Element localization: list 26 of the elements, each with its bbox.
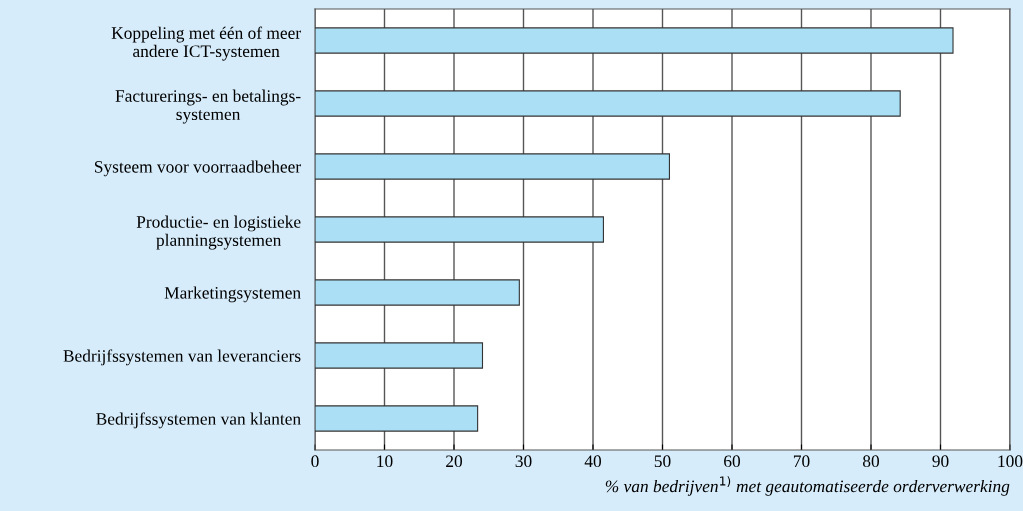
- x-tick-label: 50: [654, 455, 671, 468]
- y-tick-label: Koppeling met één of meer andere ICT-systemen: [111, 26, 301, 61]
- x-tick-label: 90: [932, 455, 949, 468]
- bar: [315, 279, 520, 306]
- x-tick-label: 20: [446, 455, 463, 468]
- bar: [315, 27, 954, 54]
- x-tick-label: 0: [311, 455, 319, 468]
- x-tick-label: 80: [862, 455, 880, 468]
- bar: [315, 342, 484, 369]
- bar: [315, 405, 479, 432]
- bar: [315, 153, 671, 180]
- x-axis-title: % van bedrijven$^{1)}$ met geautomatiseerde orderverwerking: [605, 476, 1010, 496]
- y-tick-label: Systeem voor voorraadbeheer: [94, 160, 301, 177]
- x-tick-label: 40: [584, 455, 602, 468]
- bar: [315, 216, 604, 243]
- x-tick-label: 30: [515, 455, 532, 468]
- x-tick-label: 60: [724, 455, 741, 468]
- y-tick-label: Bedrijfssystemen van klanten: [96, 412, 301, 429]
- bar: [315, 90, 901, 117]
- y-tick-label: Productie- en logistieke planningsystemen: [136, 215, 301, 250]
- y-tick-label: Facturerings- en betalings- systemen: [115, 89, 301, 124]
- x-tick-label: 100: [998, 455, 1023, 468]
- x-tick-label: 70: [793, 455, 810, 468]
- y-tick-label: Marketingsystemen: [164, 286, 301, 303]
- x-tick-label: 10: [377, 455, 393, 468]
- y-tick-label: Bedrijfssystemen van leveranciers: [63, 349, 301, 366]
